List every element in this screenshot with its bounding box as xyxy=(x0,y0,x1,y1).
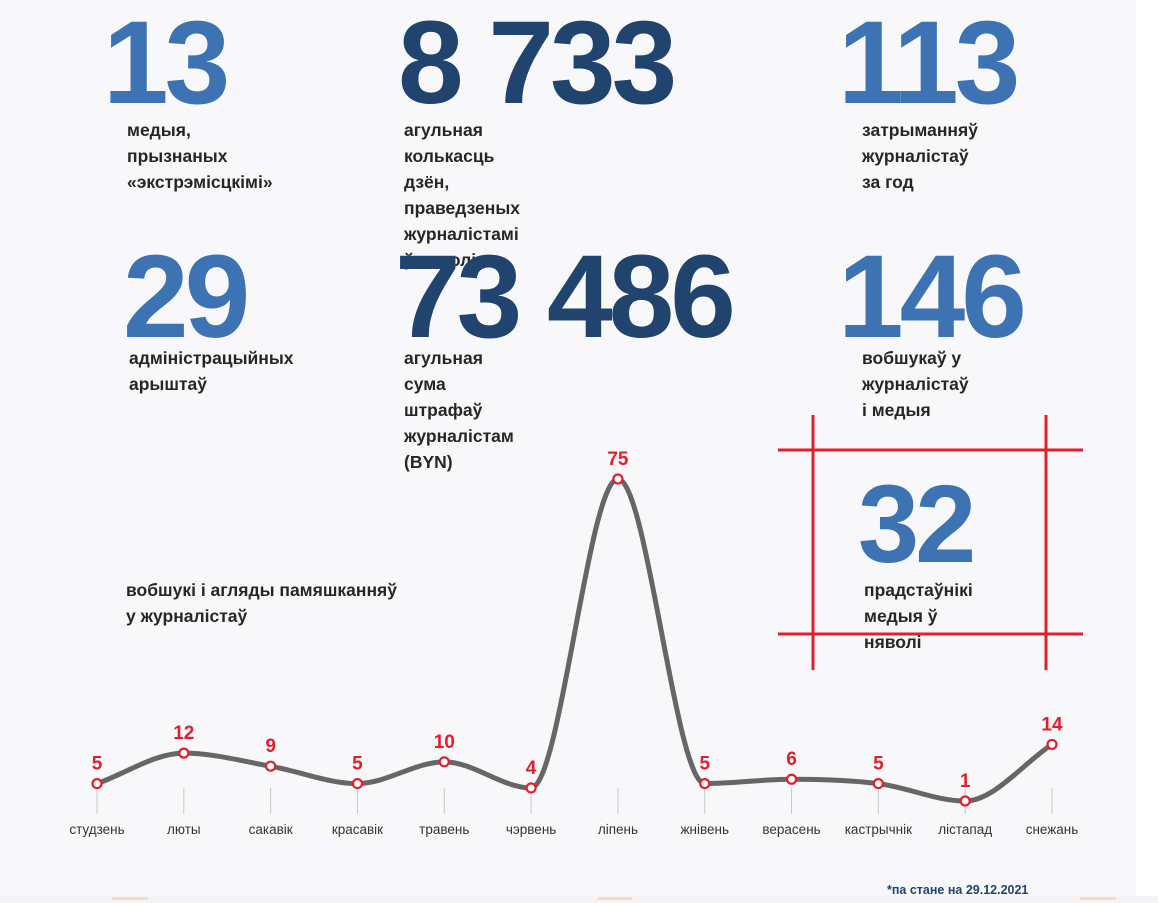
x-tick-label: люты xyxy=(167,822,201,837)
x-tick-label: сакавік xyxy=(249,822,293,837)
x-tick-label: ліпень xyxy=(598,822,638,837)
stat-label: адміністрацыйных арыштаў xyxy=(129,348,294,394)
stat-label: затрыманняў журналістаў за год xyxy=(862,120,978,192)
data-label: 5 xyxy=(699,754,710,775)
footnote: *па стане на 29.12.2021 xyxy=(887,883,1029,897)
stat-label: агульная колькасць дзён, праведзеных жур… xyxy=(404,120,521,270)
data-point xyxy=(1046,738,1058,751)
chart-title: вобшукі і агляды памяшканняў у журналіст… xyxy=(126,580,398,626)
x-tick-label: верасень xyxy=(762,822,820,837)
stat-label: вобшукаў у журналістаў і медыя xyxy=(862,348,969,420)
data-point xyxy=(438,756,450,768)
stat-label: прадстаўнікі медыя ў няволі xyxy=(864,580,973,652)
data-label: 75 xyxy=(607,449,629,470)
stat-value: 73 486 xyxy=(395,231,736,363)
data-label: 5 xyxy=(873,754,884,775)
x-tick-label: снежань xyxy=(1026,822,1079,837)
data-point xyxy=(91,777,103,790)
data-point xyxy=(785,773,798,785)
data-point xyxy=(265,760,277,772)
data-label: 9 xyxy=(265,736,276,757)
bottom-band xyxy=(0,896,1158,903)
imprisoned-frame xyxy=(778,415,1083,670)
stat-value: 29 xyxy=(123,231,250,363)
accent-segment xyxy=(112,897,148,900)
stat-value: 113 xyxy=(838,0,1020,129)
stat-value: 32 xyxy=(858,463,976,586)
x-tick-label: лістапад xyxy=(938,822,992,837)
x-tick-label: травень xyxy=(419,822,469,837)
x-tick-label: чэрвень xyxy=(506,822,556,837)
accent-segment xyxy=(598,897,632,900)
x-tick-label: студзень xyxy=(69,822,124,837)
data-label: 12 xyxy=(173,723,194,744)
data-point xyxy=(699,777,711,790)
stat-label: медыя, прызнаных «экстрэмісцкімі» xyxy=(127,120,273,192)
data-label: 6 xyxy=(786,749,797,770)
data-point xyxy=(612,473,624,485)
data-label: 1 xyxy=(960,771,971,792)
stat-value: 13 xyxy=(103,0,230,129)
data-point xyxy=(178,747,190,759)
data-label: 5 xyxy=(352,754,363,775)
data-point xyxy=(351,777,364,790)
x-tick-label: кастрычнік xyxy=(845,822,912,837)
data-point xyxy=(525,782,537,794)
x-tick-label: красавік xyxy=(332,822,383,837)
accent-segment xyxy=(1080,897,1116,900)
stat-value: 146 xyxy=(838,231,1027,363)
stat-label: агульная сума штрафаў журналістам (BYN) xyxy=(404,348,514,472)
line-chart: 5 12 9 5 10 4 75 5 6 5 1 14 студзень люты сакавік крас… xyxy=(69,415,1083,837)
data-point xyxy=(959,795,971,807)
data-label: 10 xyxy=(434,732,455,753)
stat-value: 8 733 xyxy=(398,0,677,129)
data-label: 4 xyxy=(526,758,537,779)
data-label: 14 xyxy=(1041,714,1063,735)
data-point xyxy=(872,777,884,790)
series-line xyxy=(94,476,1055,804)
data-label: 5 xyxy=(92,754,103,775)
x-tick-label: жнівень xyxy=(680,822,729,837)
infographic-canvas: 13 медыя, прызнаных «экстрэмісцкімі» 8 7… xyxy=(69,0,1083,897)
